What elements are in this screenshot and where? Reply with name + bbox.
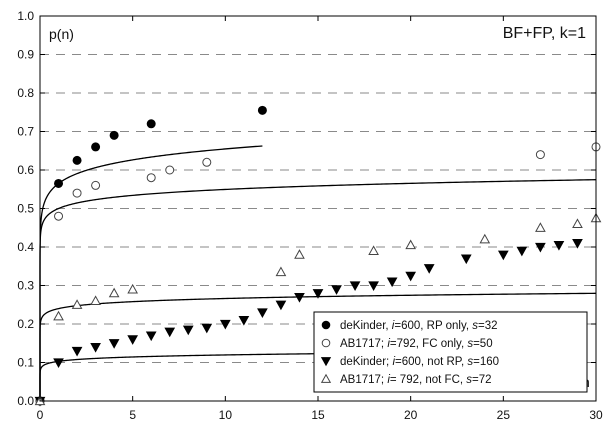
data-point [146,119,156,129]
legend-marker [321,338,331,348]
data-point [423,264,435,274]
y-tick-label: 0.0 [17,394,34,408]
x-tick-label: 0 [37,408,44,422]
data-point [294,249,305,259]
data-point [71,299,83,309]
y-tick-label: 0.8 [17,86,34,100]
chart-title: BF+FP, k=1 [503,25,586,42]
data-point [294,292,305,303]
data-point [90,343,101,353]
fit-curve [39,145,263,401]
data-point [54,211,64,221]
data-point [146,173,156,183]
data-point [368,281,379,292]
data-point [219,319,231,330]
data-point [127,283,139,294]
data-point [275,300,287,311]
data-point [53,358,64,369]
y-tick-label: 0.5 [17,202,34,216]
data-point [479,233,491,244]
data-point [368,245,379,255]
x-tick-label: 5 [129,408,136,422]
data-point [497,250,509,261]
x-tick-label: 10 [219,408,233,422]
data-point [145,331,157,342]
data-point [331,285,342,295]
x-tick-label: 15 [311,408,325,422]
y-tick-label: 0.6 [17,163,34,177]
fit-curve [39,292,597,401]
fit-curve [39,179,597,401]
data-point [572,239,583,249]
data-point [127,335,139,345]
data-point [257,308,268,318]
legend-entry: AB1717; i= 792, not FC, s=72 [340,374,492,386]
data-markers [34,105,602,407]
data-point [535,222,546,232]
y-tick-label: 1.0 [17,9,34,23]
data-point [71,346,83,357]
legend-entry: deKinder; i=600, not RP, s=160 [340,356,499,368]
data-point [165,165,175,175]
data-point [109,130,119,140]
data-point [257,105,267,115]
legend-marker [320,373,332,383]
data-point [386,277,398,288]
legend-entry: AB1717; i=792, FC only, s=50 [340,338,493,350]
data-point [349,281,361,292]
data-point [201,323,213,334]
y-tick-label: 0.9 [17,48,34,62]
data-point [572,218,583,228]
legend-marker [321,320,331,330]
x-tick-label: 25 [497,408,511,422]
fit-curves [39,145,597,401]
y-tick-label: 0.1 [17,356,34,370]
data-point [53,310,64,321]
data-point [72,155,82,165]
y-axis-label: p(n) [49,26,74,42]
legend-box [313,311,588,393]
y-tick-label: 0.3 [17,279,34,293]
data-point [535,150,545,160]
axis-ticks: 0.0 0.1 0.2 0.3 0.4 0.5 0.6 0.7 0.8 0.9 1.0 0 5 10 15 2… [17,9,603,422]
data-point [238,316,250,326]
data-point [91,142,101,152]
data-point [72,188,82,198]
data-point [460,254,472,265]
data-point [54,178,64,188]
data-point [312,289,324,299]
y-tick-label: 0.4 [17,240,34,254]
data-point [182,325,194,336]
y-tick-label: 0.2 [17,317,34,331]
data-point [91,180,101,190]
legend: deKinder, i=600, RP only, s=32 AB1717; i=… [313,311,588,393]
data-point [275,266,287,277]
data-point [90,295,101,305]
legend-marker [320,357,332,367]
data-point [405,271,417,282]
data-point [516,246,528,257]
y-tick-label: 0.7 [17,125,34,139]
data-point [108,287,120,298]
data-point [202,157,212,167]
data-point [553,240,565,251]
data-point [405,239,417,250]
legend-entry: deKinder, i=600, RP only, s=32 [340,320,498,332]
data-point [164,327,176,338]
data-point [108,339,120,349]
x-tick-label: 20 [404,408,418,422]
data-point [535,242,546,253]
x-tick-label: 30 [589,408,603,422]
